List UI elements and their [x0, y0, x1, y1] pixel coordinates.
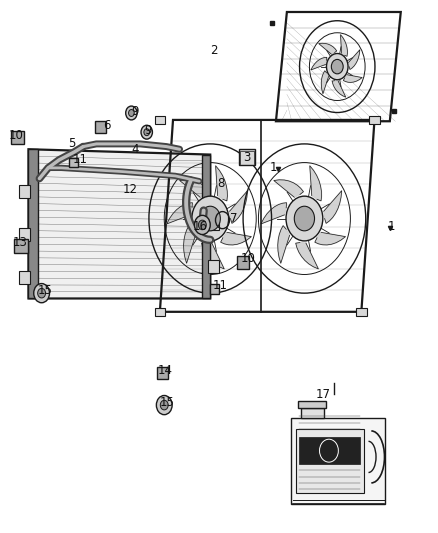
Circle shape	[129, 110, 134, 116]
Text: 16: 16	[193, 220, 208, 233]
Bar	[239, 149, 255, 165]
Polygon shape	[202, 155, 210, 298]
Bar	[14, 239, 28, 253]
Bar	[291, 418, 385, 504]
Bar	[208, 217, 219, 230]
Polygon shape	[184, 225, 195, 263]
Text: 11: 11	[212, 279, 227, 292]
Polygon shape	[278, 225, 290, 263]
Text: 12: 12	[123, 183, 138, 196]
Circle shape	[331, 59, 343, 74]
Polygon shape	[221, 232, 251, 245]
Text: 8: 8	[217, 177, 224, 190]
Polygon shape	[340, 35, 347, 56]
Bar	[356, 308, 367, 316]
Text: 7: 7	[230, 212, 237, 225]
Bar	[210, 284, 219, 294]
Text: 5: 5	[68, 138, 75, 150]
Polygon shape	[274, 180, 304, 197]
Polygon shape	[343, 75, 362, 83]
Polygon shape	[28, 149, 210, 298]
Bar	[155, 308, 165, 316]
Text: 10: 10	[241, 252, 256, 265]
Circle shape	[326, 53, 348, 80]
Polygon shape	[296, 243, 318, 269]
Text: 3: 3	[243, 151, 251, 164]
Circle shape	[156, 395, 172, 415]
Text: 15: 15	[160, 396, 175, 409]
Bar	[237, 256, 249, 269]
Polygon shape	[311, 58, 327, 70]
Circle shape	[294, 206, 314, 231]
Bar	[369, 116, 380, 124]
Circle shape	[126, 106, 137, 120]
Bar	[19, 185, 30, 198]
Bar	[299, 437, 360, 464]
Text: 2: 2	[210, 44, 218, 57]
Text: 15: 15	[37, 284, 52, 297]
Circle shape	[141, 125, 152, 139]
Circle shape	[286, 196, 323, 241]
Circle shape	[192, 196, 229, 241]
Text: 10: 10	[9, 130, 24, 142]
Text: 9: 9	[131, 106, 139, 118]
Circle shape	[144, 129, 150, 136]
Text: 11: 11	[72, 154, 87, 166]
Bar	[95, 121, 106, 133]
Circle shape	[194, 215, 210, 235]
Circle shape	[198, 220, 206, 230]
Bar	[19, 228, 30, 241]
Polygon shape	[230, 191, 247, 223]
Polygon shape	[167, 203, 192, 224]
Text: 1: 1	[269, 161, 277, 174]
Bar	[299, 401, 326, 408]
Text: 13: 13	[13, 236, 28, 249]
Text: 9: 9	[145, 124, 152, 137]
Bar	[208, 260, 219, 273]
Polygon shape	[349, 50, 360, 69]
Polygon shape	[180, 180, 209, 197]
Text: 1: 1	[388, 220, 395, 233]
Bar	[296, 429, 364, 494]
Polygon shape	[28, 149, 38, 298]
Polygon shape	[215, 166, 227, 201]
Bar	[300, 408, 324, 418]
Text: 17: 17	[315, 388, 330, 401]
Bar	[19, 271, 30, 284]
Polygon shape	[321, 71, 328, 94]
Circle shape	[200, 206, 220, 231]
Text: 6: 6	[103, 119, 110, 132]
Polygon shape	[310, 166, 321, 201]
Bar	[11, 131, 24, 144]
Bar	[155, 116, 165, 124]
Bar	[69, 158, 78, 167]
Circle shape	[34, 284, 49, 303]
Polygon shape	[261, 203, 286, 224]
Polygon shape	[324, 191, 342, 223]
Circle shape	[160, 400, 168, 410]
Bar	[156, 367, 167, 379]
Circle shape	[38, 288, 46, 298]
Polygon shape	[315, 232, 346, 245]
Polygon shape	[332, 80, 346, 97]
Polygon shape	[201, 243, 224, 269]
Text: 14: 14	[158, 364, 173, 377]
Polygon shape	[319, 43, 337, 54]
Text: 4: 4	[131, 143, 139, 156]
